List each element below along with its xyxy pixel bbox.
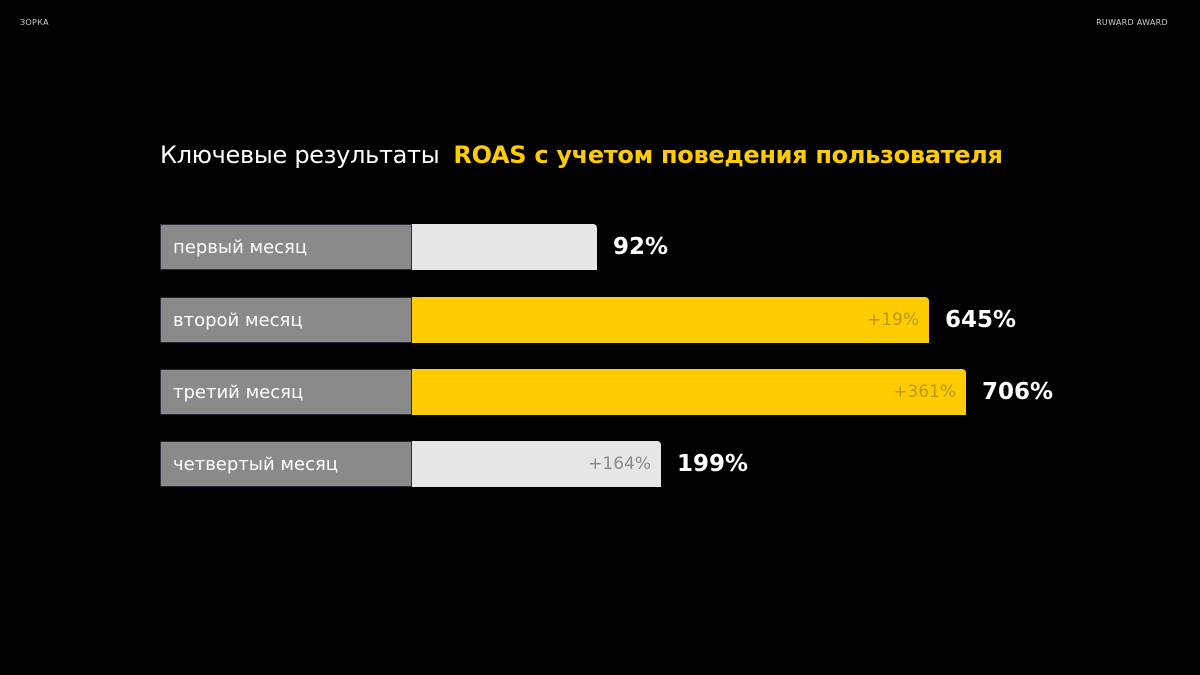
value-label: 199%: [677, 451, 749, 477]
title-accent: ROAS с учетом поведения пользователя: [453, 141, 1003, 169]
value-label: 645%: [945, 307, 1017, 333]
value-label: 92%: [613, 234, 669, 260]
delta-label: +361%: [893, 382, 956, 402]
chart-title: Ключевые результаты ROAS с учетом поведен…: [160, 141, 1003, 169]
delta-label: +164%: [588, 454, 651, 474]
category-label: третий месяц: [160, 369, 412, 415]
title-lead: Ключевые результаты: [160, 141, 440, 169]
delta-label: +19%: [866, 310, 919, 330]
brand-label: ЗОРКА: [20, 18, 49, 27]
value-label: 706%: [982, 379, 1054, 405]
category-label: четвертый месяц: [160, 441, 412, 487]
bar: +164%: [412, 441, 661, 487]
bar: [412, 224, 597, 270]
category-label: второй месяц: [160, 297, 412, 343]
bar: +19%: [412, 297, 929, 343]
category-label: первый месяц: [160, 224, 412, 270]
award-label: RUWARD AWARD: [1096, 18, 1168, 27]
bar: +361%: [412, 369, 966, 415]
